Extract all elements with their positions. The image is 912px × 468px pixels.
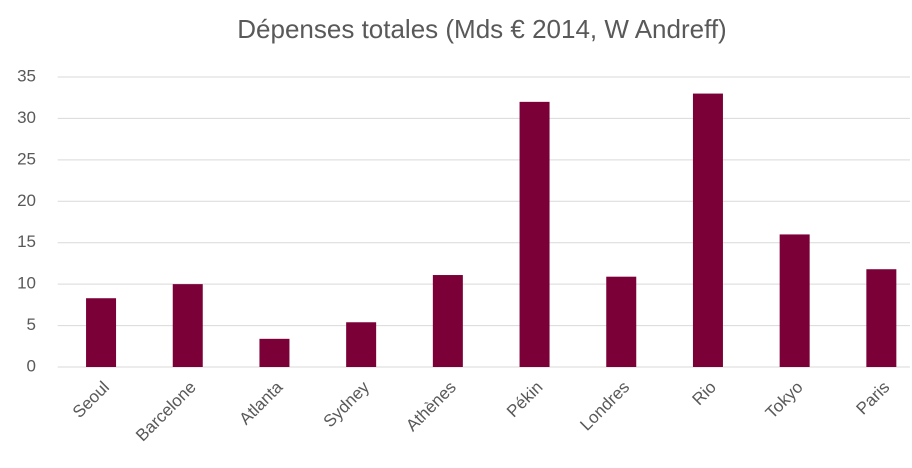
bar: [432, 275, 463, 367]
x-tick-label: Athènes: [402, 378, 460, 436]
bar: [172, 284, 203, 367]
y-tick-label: 30: [17, 108, 36, 127]
x-tick-label: Sydney: [320, 377, 374, 431]
y-tick-label: 5: [27, 315, 36, 334]
bar: [259, 338, 290, 367]
y-tick-label: 25: [17, 149, 36, 168]
x-tick-label: Barcelone: [132, 378, 200, 446]
y-tick-label: 15: [17, 232, 36, 251]
x-tick-label: Tokyo: [762, 378, 807, 423]
chart-title: Dépenses totales (Mds € 2014, W Andreff): [237, 14, 726, 44]
y-tick-label: 35: [17, 66, 36, 85]
x-tick-label: Seoul: [69, 378, 113, 422]
bar: [779, 234, 810, 367]
bar: [866, 269, 897, 367]
x-tick-label: Rio: [688, 378, 719, 409]
bar: [519, 101, 550, 367]
y-tick-label: 10: [17, 274, 36, 293]
x-tick-label: Atlanta: [236, 377, 287, 428]
y-tick-label: 0: [27, 356, 36, 375]
bar: [606, 276, 637, 367]
x-tick-label: Pékin: [503, 378, 547, 422]
y-tick-label: 20: [17, 191, 36, 210]
x-tick-label: Londres: [576, 378, 633, 435]
bar: [86, 298, 117, 367]
bar: [346, 322, 377, 367]
x-tick-label: Paris: [853, 378, 894, 419]
bar: [692, 93, 723, 368]
